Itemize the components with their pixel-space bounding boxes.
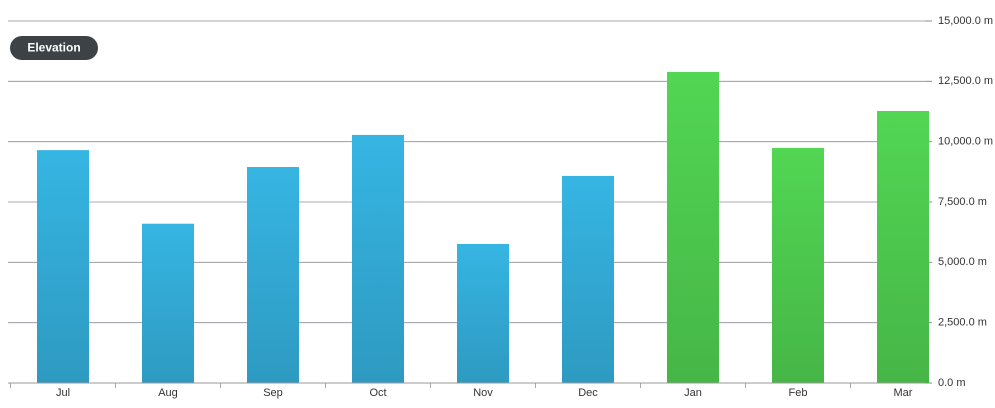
x-tick-label: Mar: [894, 387, 913, 399]
x-tick-label: Sep: [263, 387, 283, 399]
chart-title[interactable]: Elevation: [27, 41, 80, 55]
y-tick-label: 7,500.0 m: [938, 196, 987, 208]
bar: [352, 134, 404, 383]
bar: [142, 223, 194, 383]
y-tick-label: 12,500.0 m: [938, 75, 993, 87]
x-tick-label: Jul: [56, 387, 70, 399]
x-tick-label: Dec: [578, 387, 598, 399]
x-tick-label: Feb: [789, 387, 808, 399]
y-tick-label: 2,500.0 m: [938, 317, 987, 329]
bar: [247, 167, 299, 383]
y-tick-label: 15,000.0 m: [938, 15, 993, 27]
x-tick-label: Oct: [369, 387, 386, 399]
bar: [562, 175, 614, 383]
x-tick-label: Jan: [684, 387, 702, 399]
bar: [457, 243, 509, 383]
bar: [772, 147, 824, 383]
x-tick-label: Aug: [158, 387, 178, 399]
bar: [877, 111, 929, 383]
x-tick-label: Nov: [473, 387, 493, 399]
y-tick-label: 5,000.0 m: [938, 256, 987, 268]
y-tick-label: 0.0 m: [938, 377, 966, 389]
bar: [667, 71, 719, 384]
title-pill[interactable]: [10, 36, 98, 60]
bar: [37, 150, 89, 383]
y-tick-label: 10,000.0 m: [938, 136, 993, 148]
